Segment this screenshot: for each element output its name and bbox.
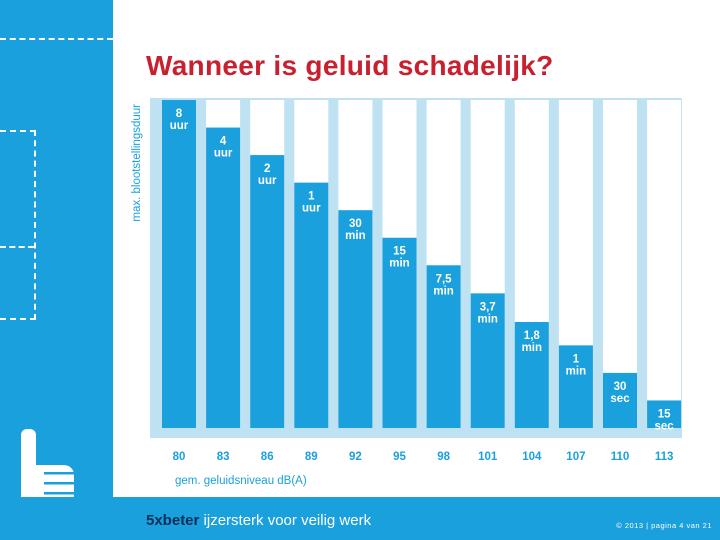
bar-value-label: 1,8 [524, 330, 541, 342]
bar-110 [603, 372, 637, 428]
bar-value-label: min [345, 230, 365, 242]
x-tick-label: 110 [611, 451, 630, 463]
x-tick-label: 86 [261, 451, 274, 463]
exposure-bar-chart: max. blootstellingsduur gem. geluidsnive… [131, 98, 682, 487]
bar-value-label: uur [214, 148, 233, 160]
page-title: Wanneer is geluid schadelijk? [146, 50, 554, 81]
bar-value-label: 30 [614, 381, 627, 393]
bar-95 [382, 237, 417, 428]
chart-xlabel: gem. geluidsniveau dB(A) [175, 475, 307, 487]
bar-value-label: uur [302, 203, 321, 215]
copyright-text: © 2013 | pagina 4 van 21 [616, 521, 712, 530]
sidebar-dashed-box [0, 130, 36, 320]
bar-value-label: 2 [264, 163, 270, 175]
x-tick-label: 89 [305, 451, 318, 463]
company-logo [21, 429, 74, 505]
bar-value-label: 8 [176, 108, 183, 120]
footer-brand-name: 5xbeter [146, 512, 200, 529]
x-tick-label: 101 [478, 451, 498, 463]
bar-104 [514, 321, 549, 428]
bar-value-label: uur [170, 120, 189, 132]
x-tick-label: 107 [566, 451, 585, 463]
x-tick-label: 104 [522, 451, 542, 463]
x-tick-label: 98 [437, 451, 450, 463]
bar-value-label: 15 [393, 246, 406, 258]
bar-value-label: min [477, 313, 497, 325]
bar-value-label: min [433, 285, 453, 297]
bar-value-label: 1 [573, 353, 580, 365]
footer-brand: 5xbeter ijzersterk voor veilig werk [146, 512, 371, 529]
bar-slot [647, 100, 682, 428]
chart-ylabel: max. blootstellingsduur [131, 104, 143, 222]
bar-value-label: min [389, 258, 409, 270]
bar-value-label: min [566, 365, 586, 377]
bar-80 [162, 100, 196, 428]
footer-bar [0, 497, 720, 540]
x-tick-label: 92 [349, 451, 362, 463]
sidebar-dashed-line [0, 38, 113, 40]
footer-brand-tagline: ijzersterk voor veilig werk [199, 512, 372, 529]
x-tick-label: 83 [217, 451, 230, 463]
sidebar-accent [0, 0, 113, 540]
bar-value-label: 30 [349, 218, 362, 230]
x-tick-label: 80 [173, 451, 186, 463]
bar-value-label: sec [610, 393, 630, 405]
bar-113 [647, 400, 682, 428]
bar-value-label: 15 [658, 408, 671, 420]
bar-value-label: min [522, 342, 542, 354]
bar-101 [470, 293, 505, 428]
bar-value-label: 4 [220, 136, 227, 148]
bar-107 [558, 345, 593, 428]
bar-83 [206, 127, 241, 429]
x-tick-label: 95 [393, 451, 406, 463]
x-tick-label: 113 [655, 451, 674, 463]
bar-value-label: 3,7 [480, 301, 496, 313]
bar-value-label: 7,5 [436, 273, 453, 285]
bar-86 [250, 155, 285, 428]
bar-92 [338, 210, 373, 428]
bar-value-label: sec [655, 420, 675, 432]
bar-value-label: uur [258, 175, 277, 187]
sidebar-dashed-line [0, 246, 34, 248]
bar-98 [426, 265, 461, 428]
bar-89 [294, 182, 329, 428]
bar-value-label: 1 [308, 191, 315, 203]
